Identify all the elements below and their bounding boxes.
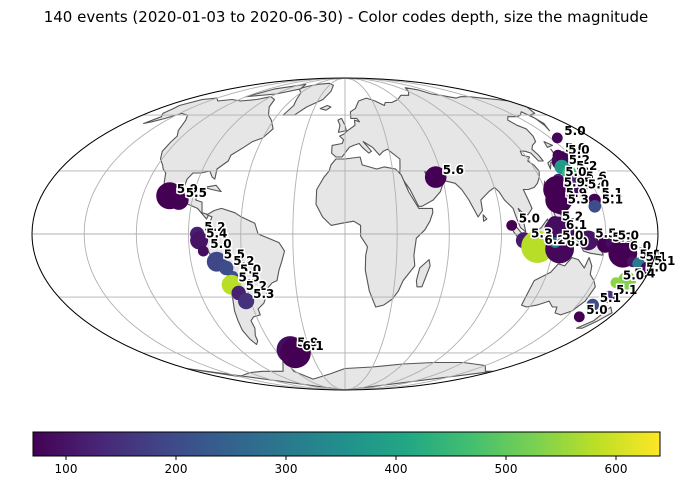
event-marker xyxy=(238,293,255,310)
magnitude-label: 5.4 xyxy=(634,267,655,281)
colorbar-tick-label: 600 xyxy=(605,462,628,476)
land-antarctica xyxy=(185,358,495,390)
magnitude-label: 5.0 xyxy=(588,178,609,192)
magnitude-label: 5.9 xyxy=(297,336,318,350)
colorbar-tick-label: 400 xyxy=(385,462,408,476)
magnitude-label: 5.5 xyxy=(569,147,590,161)
magnitude-label: 5.0 xyxy=(240,262,261,276)
magnitude-label: 5.0 xyxy=(210,237,231,251)
magnitude-label: 5.0 xyxy=(586,303,607,317)
event-marker xyxy=(586,298,599,312)
event-marker xyxy=(640,261,654,275)
magnitude-label: 5.3 xyxy=(531,226,552,240)
colorbar-ticks: 100 200 300 400 500 600 xyxy=(55,456,628,476)
land-new-zealand xyxy=(575,306,613,329)
event-marker xyxy=(602,290,616,304)
event-marker xyxy=(219,260,234,276)
event-marker xyxy=(588,200,602,213)
land-iceland xyxy=(319,104,332,111)
magnitude-label: 5.0 xyxy=(564,124,585,138)
magnitude-label: 5.1 xyxy=(602,186,623,200)
magnitude-label: 5.9 xyxy=(177,182,198,196)
magnitude-label: 5.5 xyxy=(224,248,245,262)
magnitude-label: 5.5 xyxy=(595,226,616,240)
magnitude-label: 6.2 xyxy=(544,233,565,247)
magnitude-label: 6.0 xyxy=(567,235,588,249)
magnitude-label: 6.0 xyxy=(630,239,651,253)
magnitude-label: 5.2 xyxy=(246,279,267,293)
event-marker xyxy=(552,198,569,215)
colorbar-tick-label: 200 xyxy=(165,462,188,476)
event-marker xyxy=(521,230,554,263)
magnitude-label: 5.2 xyxy=(576,159,597,173)
magnitude-label: 5.0 xyxy=(646,260,667,274)
land-cuba xyxy=(203,184,222,193)
event-marker xyxy=(190,231,209,250)
event-marker xyxy=(578,230,599,251)
event-marker xyxy=(424,166,447,188)
event-marker xyxy=(280,337,311,369)
magnitude-label: 5.2 xyxy=(569,153,590,167)
magnitude-label: 5.2 xyxy=(562,209,583,223)
event-marker xyxy=(551,132,563,144)
land-hokkaido xyxy=(543,141,554,148)
magnitude-labels: 5.05.05.55.05.25.25.65.05.25.05.95.9 5.15… xyxy=(175,122,677,354)
magnitude-label: 5.2 xyxy=(584,176,605,190)
event-marker xyxy=(506,220,518,231)
magnitude-label: 5.1 xyxy=(646,250,667,264)
magnitude-label: 5.9 xyxy=(566,186,587,200)
event-layer xyxy=(156,132,654,369)
magnitude-label: 5.0 xyxy=(519,211,540,225)
magnitude-label: 5.1 xyxy=(654,254,675,268)
magnitude-label: 5.1 xyxy=(600,291,621,305)
magnitude-label: 5.2 xyxy=(204,220,225,234)
land-sri-lanka xyxy=(482,214,488,222)
colorbar-tick-label: 500 xyxy=(495,462,518,476)
magnitude-label: 5.1 xyxy=(602,192,623,206)
magnitude-label: 5.0 xyxy=(565,165,586,179)
event-marker xyxy=(610,277,622,289)
magnitude-label: 6.1 xyxy=(303,339,324,353)
magnitude-label: 5.5 xyxy=(186,186,207,200)
magnitude-label: 5.6 xyxy=(443,163,464,177)
land-eurasia xyxy=(331,87,550,233)
land-greenland xyxy=(282,82,334,116)
chart-title: 140 events (2020-01-03 to 2020-06-30) - … xyxy=(43,8,649,26)
colorbar-tick-label: 100 xyxy=(55,462,78,476)
event-marker xyxy=(197,245,209,257)
event-marker xyxy=(618,271,637,290)
event-marker xyxy=(555,151,567,163)
magnitude-label: 5.1 xyxy=(616,283,637,297)
land-madagascar xyxy=(415,259,431,288)
event-marker xyxy=(549,237,561,249)
event-marker xyxy=(573,311,585,323)
magnitude-label: 5.0 xyxy=(618,229,639,243)
magnitude-label: 5.2 xyxy=(233,254,254,268)
magnitude-label: 5.3 xyxy=(568,192,589,206)
event-marker xyxy=(168,190,189,210)
magnitude-label: 5.5 xyxy=(239,271,260,285)
globe-outline xyxy=(31,77,659,391)
magnitude-label: 5.0 xyxy=(565,141,586,155)
magnitude-label: 5.9 xyxy=(564,176,585,190)
event-marker xyxy=(575,186,587,198)
colorbar-gradient xyxy=(32,431,661,457)
magnitude-label: 5.0 xyxy=(623,269,644,283)
event-marker xyxy=(633,268,645,280)
magnitude-label: 5.6 xyxy=(586,169,607,183)
magnitude-label: 5.0 xyxy=(568,143,589,157)
land-uk xyxy=(337,117,347,133)
land-australia xyxy=(520,256,596,316)
magnitude-label: 5.3 xyxy=(612,231,633,245)
magnitude-label: 5.4 xyxy=(206,226,227,240)
magnitude-label: 5.3 xyxy=(253,287,274,301)
colorbar-tick-label: 300 xyxy=(275,462,298,476)
magnitude-label: 5.0 xyxy=(562,229,583,243)
magnitude-label: 6.1 xyxy=(566,218,587,232)
